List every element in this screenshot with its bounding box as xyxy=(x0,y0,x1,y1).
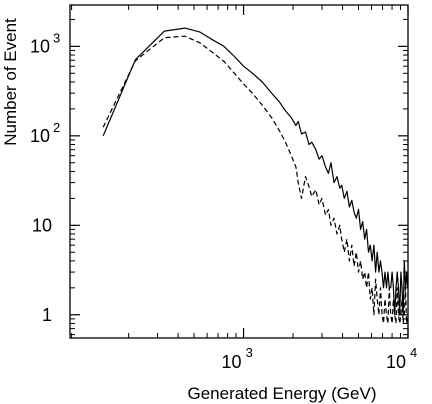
axis-major-ticks xyxy=(70,5,409,338)
x-axis-label: Generated Energy (GeV) xyxy=(188,384,377,403)
x-tick-label: 10 xyxy=(386,352,406,372)
y-tick-label: 10 xyxy=(32,215,52,235)
plot-frame xyxy=(69,4,409,339)
x-tick-exponent: 3 xyxy=(246,345,253,360)
y-tick-label: 10 xyxy=(30,126,50,146)
y-tick-label: 10 xyxy=(30,36,50,56)
series-solid-line xyxy=(102,27,409,316)
x-tick-label: 10 xyxy=(222,352,242,372)
axis-minor-ticks xyxy=(70,5,408,338)
y-tick-label: 1 xyxy=(42,305,52,325)
series-dashed-line xyxy=(102,35,409,324)
series-layer xyxy=(102,27,409,324)
y-axis-label: Number of Event xyxy=(1,18,20,146)
x-tick-exponent: 4 xyxy=(410,345,417,360)
y-tick-exponent: 2 xyxy=(53,120,60,135)
y-tick-exponent: 3 xyxy=(53,30,60,45)
